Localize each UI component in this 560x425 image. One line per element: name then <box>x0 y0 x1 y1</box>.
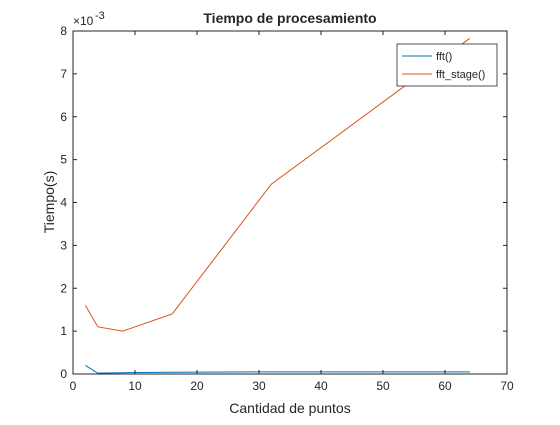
x-tick-label: 30 <box>252 379 266 393</box>
x-tick-label: 0 <box>70 379 77 393</box>
x-tick-label: 20 <box>190 379 204 393</box>
y-tick-label: 7 <box>60 67 67 81</box>
y-axis-label: Tiempo(s) <box>41 171 57 234</box>
x-tick-label: 40 <box>314 379 328 393</box>
y-exponent-power: -3 <box>95 10 105 22</box>
x-tick-label: 60 <box>438 379 452 393</box>
series-line-1 <box>85 365 470 374</box>
y-tick-label: 4 <box>60 196 67 210</box>
y-tick-label: 1 <box>60 324 67 338</box>
y-tick-label: 3 <box>60 238 67 252</box>
tick-labels-layer: 0 10 20 30 40 50 60 70 0 1 2 3 4 5 6 7 8 <box>60 24 514 393</box>
y-exponent-label: ×10 -3 <box>73 10 105 28</box>
y-exponent-base: ×10 <box>73 14 94 28</box>
x-tick-label: 10 <box>128 379 142 393</box>
legend-entries: fft() fft_stage() <box>402 51 485 81</box>
y-tick-label: 8 <box>60 24 67 38</box>
x-tick-label: 70 <box>500 379 514 393</box>
chart-title: Tiempo de procesamiento <box>203 10 376 26</box>
legend: fft() fft_stage() <box>396 43 498 87</box>
x-axis-label: Cantidad de puntos <box>229 400 350 416</box>
series-layer <box>84 37 471 374</box>
legend-label-2: fft_stage() <box>436 69 485 81</box>
y-tick-label: 5 <box>60 153 67 167</box>
series-line-2 <box>84 37 471 332</box>
legend-label-1: fft() <box>436 51 452 63</box>
y-tick-label: 6 <box>60 110 67 124</box>
plot-area <box>73 31 507 374</box>
y-tick-label: 2 <box>60 281 67 295</box>
axes-box <box>72 30 508 375</box>
y-tick-label: 0 <box>60 367 67 381</box>
x-tick-label: 50 <box>376 379 390 393</box>
legend-box <box>396 43 498 87</box>
